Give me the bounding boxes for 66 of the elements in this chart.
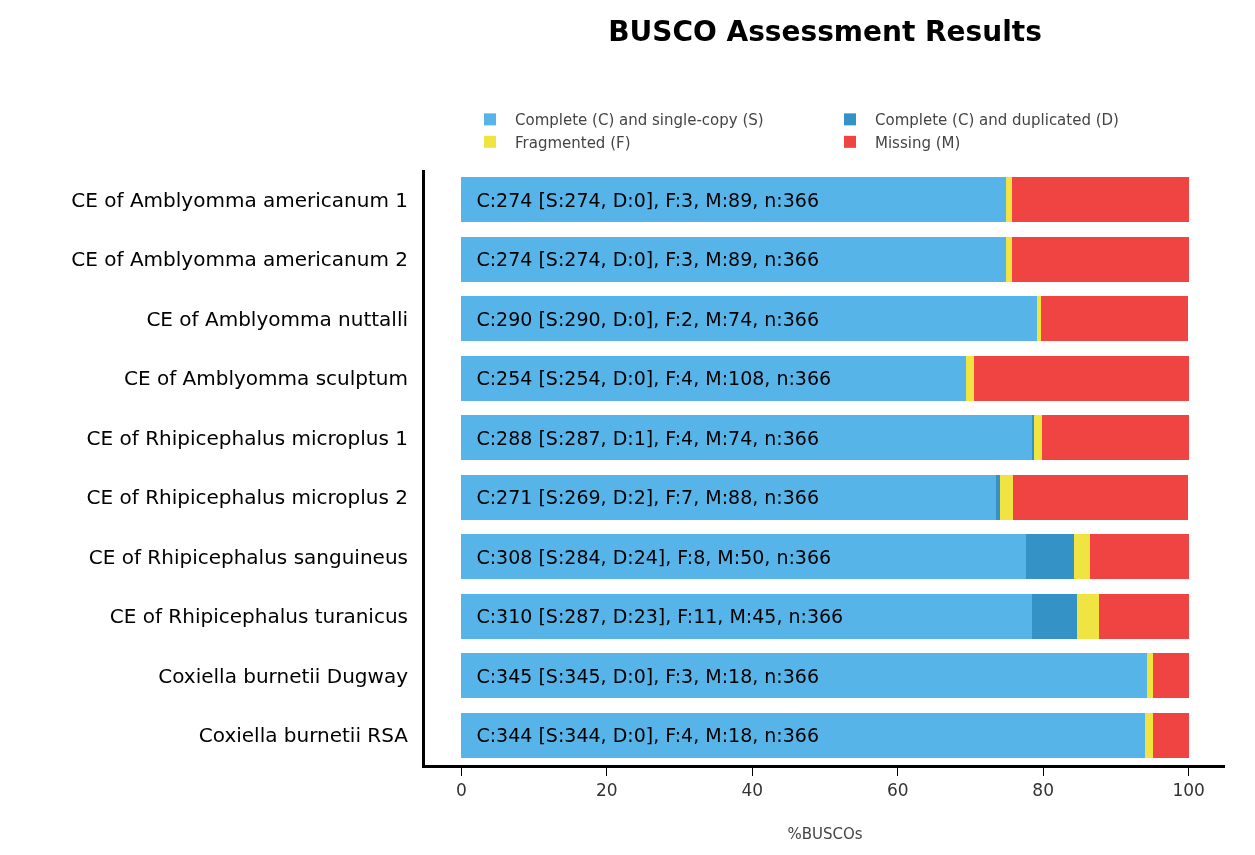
bar <box>1099 593 1189 639</box>
y-tick-label: Coxiella burnetii Dugway <box>158 663 409 688</box>
data-label: C:271 [S:269, D:2], F:7, M:88, n:366 <box>464 486 820 509</box>
bar <box>1025 534 1074 580</box>
x-tick-label: 0 <box>455 780 467 801</box>
bar <box>1147 653 1153 699</box>
data-label: C:345 [S:345, D:0], F:3, M:18, n:366 <box>464 664 820 687</box>
y-tick-label: CE of Rhipicephalus turanicus <box>109 604 408 629</box>
x-tick-label: 60 <box>886 780 909 801</box>
bar <box>1011 177 1189 223</box>
bar <box>1011 236 1189 282</box>
bar <box>461 415 1032 461</box>
bar <box>1153 712 1189 758</box>
data-label: C:254 [S:254, D:0], F:4, M:108, n:366 <box>464 367 832 390</box>
legend-label: Complete (C) and single-copy (S) <box>515 111 764 130</box>
bar <box>1145 712 1153 758</box>
bar <box>1006 177 1012 223</box>
y-tick-label: CE of Rhipicephalus microplus 1 <box>86 425 408 450</box>
data-label: C:310 [S:287, D:23], F:11, M:45, n:366 <box>464 605 844 628</box>
x-tick-label: 80 <box>1032 780 1054 801</box>
legend-label: Complete (C) and duplicated (D) <box>875 111 1119 130</box>
bar <box>999 474 1014 520</box>
data-label: C:344 [S:344, D:0], F:4, M:18, n:366 <box>464 724 820 747</box>
bar <box>1153 653 1189 699</box>
bar <box>1033 415 1042 461</box>
bar <box>461 653 1148 699</box>
bar <box>1013 474 1188 520</box>
x-axis-title: %BUSCOs <box>787 825 863 844</box>
bar <box>995 474 1000 520</box>
bar <box>1041 415 1189 461</box>
bar <box>461 355 967 401</box>
y-tick-label: CE of Amblyomma americanum 2 <box>71 247 408 272</box>
bar <box>461 177 1007 223</box>
chart-title: BUSCO Assessment Results <box>608 14 1042 48</box>
bar <box>461 534 1026 580</box>
x-tick-label: 100 <box>1172 780 1205 801</box>
bar <box>974 355 1189 401</box>
x-tick-label: 20 <box>596 780 618 801</box>
bar <box>1073 534 1090 580</box>
y-tick-label: CE of Amblyomma americanum 1 <box>71 187 408 212</box>
data-label: C:290 [S:290, D:0], F:2, M:74, n:366 <box>464 307 820 330</box>
legend-label: Missing (M) <box>875 133 961 152</box>
bar <box>1031 415 1034 461</box>
bar <box>1077 593 1100 639</box>
data-label: C:274 [S:274, D:0], F:3, M:89, n:366 <box>464 188 820 211</box>
y-tick-label: CE of Rhipicephalus sanguineus <box>88 544 408 569</box>
bar <box>966 355 975 401</box>
bar <box>461 296 1038 342</box>
y-tick-label: CE of Amblyomma nuttalli <box>146 306 408 331</box>
bar <box>461 474 996 520</box>
legend-label: Fragmented (F) <box>515 133 631 152</box>
data-label: C:308 [S:284, D:24], F:8, M:50, n:366 <box>464 545 832 568</box>
y-tick-label: Coxiella burnetii RSA <box>198 723 409 748</box>
y-tick-label: CE of Amblyomma sculptum <box>123 366 408 391</box>
data-label: C:288 [S:287, D:1], F:4, M:74, n:366 <box>464 426 820 449</box>
bar <box>1006 236 1012 282</box>
bar <box>1031 593 1078 639</box>
bar <box>461 593 1032 639</box>
bar <box>461 236 1007 282</box>
y-tick-label: CE of Rhipicephalus microplus 2 <box>86 485 408 510</box>
bar <box>1041 296 1188 342</box>
data-label: C:274 [S:274, D:0], F:3, M:89, n:366 <box>464 248 820 271</box>
bar <box>461 712 1145 758</box>
x-tick-label: 40 <box>741 780 764 801</box>
bar <box>1089 534 1190 580</box>
bar <box>1037 296 1041 342</box>
